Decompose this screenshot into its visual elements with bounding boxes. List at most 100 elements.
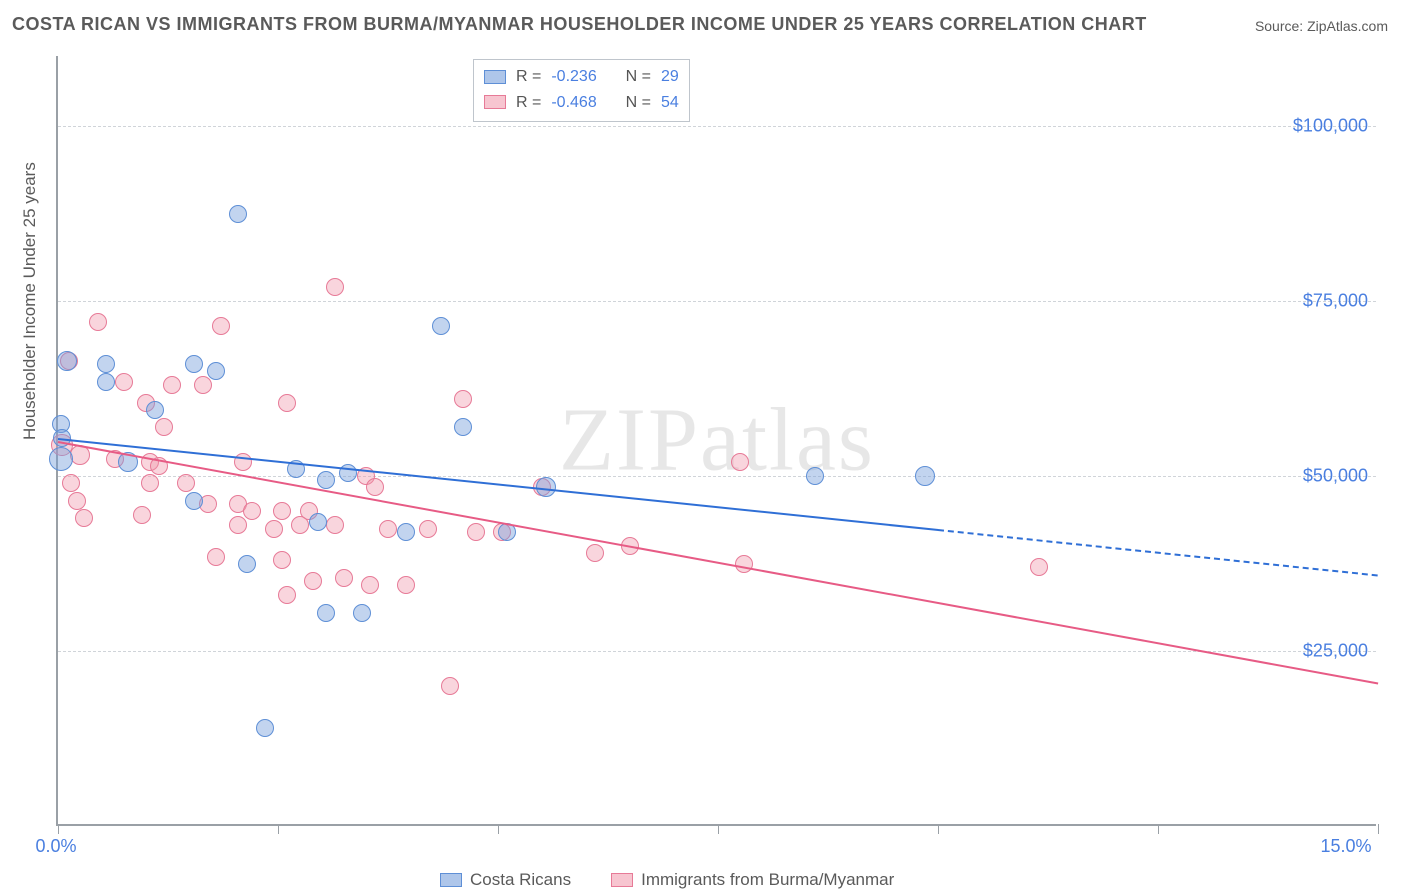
data-point	[731, 453, 749, 471]
data-point	[57, 351, 77, 371]
data-point	[536, 477, 556, 497]
trend-line	[938, 529, 1378, 576]
data-point	[432, 317, 450, 335]
data-point	[75, 509, 93, 527]
data-point	[185, 492, 203, 510]
x-tick	[58, 824, 59, 834]
data-point	[339, 464, 357, 482]
swatch-pink-icon	[611, 873, 633, 887]
data-point	[335, 569, 353, 587]
gridline	[58, 651, 1376, 652]
y-tick-label: $25,000	[1303, 641, 1368, 662]
data-point	[326, 516, 344, 534]
data-point	[49, 447, 73, 471]
data-point	[238, 555, 256, 573]
data-point	[397, 576, 415, 594]
plot-area: ZIPatlas R = -0.236 N = 29 R = -0.468 N …	[56, 56, 1376, 826]
data-point	[265, 520, 283, 538]
data-point	[467, 523, 485, 541]
data-point	[229, 205, 247, 223]
legend-label: Costa Ricans	[470, 870, 571, 890]
y-tick-label: $50,000	[1303, 466, 1368, 487]
n-label: N =	[626, 64, 651, 90]
swatch-pink-icon	[484, 95, 506, 109]
data-point	[366, 478, 384, 496]
data-point	[1030, 558, 1048, 576]
data-point	[278, 586, 296, 604]
data-point	[185, 355, 203, 373]
r-value: -0.236	[551, 64, 596, 90]
data-point	[806, 467, 824, 485]
x-tick	[498, 824, 499, 834]
data-point	[89, 313, 107, 331]
y-axis-title: Householder Income Under 25 years	[20, 162, 40, 440]
x-tick	[1158, 824, 1159, 834]
data-point	[397, 523, 415, 541]
swatch-blue-icon	[440, 873, 462, 887]
data-point	[115, 373, 133, 391]
r-label: R =	[516, 90, 541, 116]
data-point	[62, 474, 80, 492]
data-point	[915, 466, 935, 486]
source-name[interactable]: ZipAtlas.com	[1307, 18, 1388, 34]
data-point	[309, 513, 327, 531]
data-point	[207, 362, 225, 380]
y-tick-label: $100,000	[1293, 116, 1368, 137]
data-point	[326, 278, 344, 296]
data-point	[243, 502, 261, 520]
x-tick	[718, 824, 719, 834]
n-value: 29	[661, 64, 679, 90]
gridline	[58, 301, 1376, 302]
correlation-row-blue: R = -0.236 N = 29	[484, 64, 679, 90]
data-point	[273, 502, 291, 520]
x-tick	[1378, 824, 1379, 834]
data-point	[194, 376, 212, 394]
n-label: N =	[626, 90, 651, 116]
data-point	[229, 516, 247, 534]
correlation-legend: R = -0.236 N = 29 R = -0.468 N = 54	[473, 59, 690, 122]
data-point	[68, 492, 86, 510]
x-tick	[278, 824, 279, 834]
data-point	[379, 520, 397, 538]
n-value: 54	[661, 90, 679, 116]
data-point	[133, 506, 151, 524]
data-point	[317, 471, 335, 489]
x-tick-label-first: 0.0%	[35, 836, 76, 857]
data-point	[441, 677, 459, 695]
correlation-row-pink: R = -0.468 N = 54	[484, 90, 679, 116]
y-tick-label: $75,000	[1303, 291, 1368, 312]
data-point	[291, 516, 309, 534]
r-value: -0.468	[551, 90, 596, 116]
data-point	[256, 719, 274, 737]
data-point	[454, 418, 472, 436]
data-point	[207, 548, 225, 566]
data-point	[163, 376, 181, 394]
data-point	[304, 572, 322, 590]
data-point	[454, 390, 472, 408]
watermark-text: ZIPatlas	[559, 391, 875, 490]
legend-item-pink: Immigrants from Burma/Myanmar	[611, 870, 894, 890]
swatch-blue-icon	[484, 70, 506, 84]
data-point	[419, 520, 437, 538]
gridline	[58, 126, 1376, 127]
data-point	[97, 373, 115, 391]
data-point	[317, 604, 335, 622]
source-attribution: Source: ZipAtlas.com	[1255, 18, 1388, 34]
r-label: R =	[516, 64, 541, 90]
data-point	[97, 355, 115, 373]
data-point	[146, 401, 164, 419]
data-point	[278, 394, 296, 412]
data-point	[141, 474, 159, 492]
data-point	[212, 317, 230, 335]
chart-container: COSTA RICAN VS IMMIGRANTS FROM BURMA/MYA…	[0, 0, 1406, 892]
data-point	[361, 576, 379, 594]
series-legend: Costa Ricans Immigrants from Burma/Myanm…	[440, 870, 894, 890]
x-tick	[938, 824, 939, 834]
data-point	[353, 604, 371, 622]
data-point	[177, 474, 195, 492]
data-point	[586, 544, 604, 562]
data-point	[273, 551, 291, 569]
legend-label: Immigrants from Burma/Myanmar	[641, 870, 894, 890]
legend-item-blue: Costa Ricans	[440, 870, 571, 890]
x-tick-label-last: 15.0%	[1320, 836, 1371, 857]
